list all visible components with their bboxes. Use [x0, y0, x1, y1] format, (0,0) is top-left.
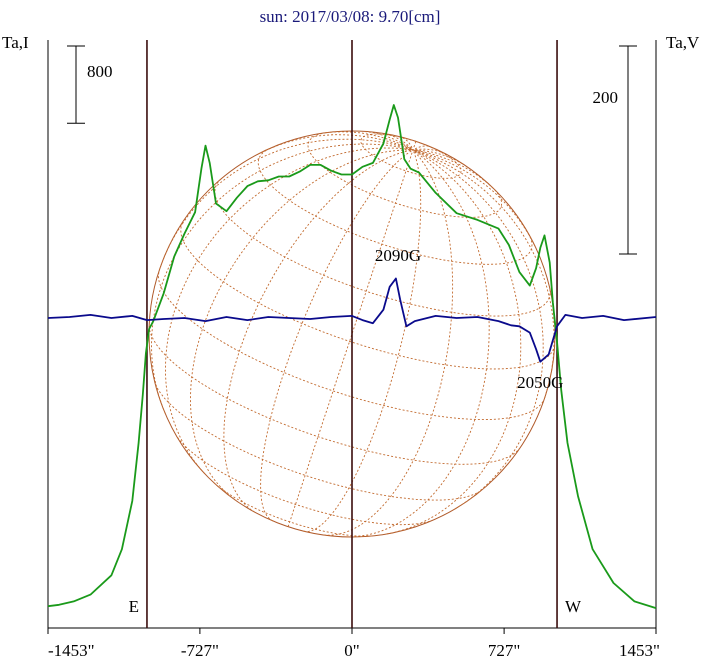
annotation-label: 2090G [375, 246, 421, 265]
longitude-line [412, 145, 429, 151]
east-limb-label: E [129, 597, 139, 616]
longitude-line [287, 149, 414, 527]
latitude-line [148, 326, 520, 465]
longitude-line [412, 148, 445, 154]
longitude-line [386, 149, 522, 535]
longitude-line [385, 133, 414, 151]
longitude-line [346, 149, 490, 538]
longitude-line [158, 138, 414, 271]
x-axis-ticks: -1453" -727" 0" 727" 1453" [47, 628, 660, 660]
series-line-intensity [47, 104, 657, 609]
longitude-line [364, 131, 414, 151]
series-layer [47, 104, 657, 609]
vertical-guide-lines [146, 40, 558, 628]
longitude-line [412, 149, 536, 246]
longitude-line [260, 149, 414, 522]
longitude-line [257, 134, 414, 155]
chart-title: sun: 2017/03/08: 9.70[cm] [260, 7, 441, 26]
longitude-line [151, 143, 414, 414]
x-tick-label: -727" [181, 641, 219, 660]
latitude-line [177, 437, 431, 526]
longitude-line [412, 141, 417, 151]
annotation-label: 2050G [517, 373, 563, 392]
longitude-line [412, 149, 555, 399]
scale-bar-label: 800 [87, 62, 113, 81]
longitude-line [412, 149, 544, 510]
west-limb-label: W [565, 597, 582, 616]
x-tick-label: 0" [344, 641, 359, 660]
left-axis-label: Ta,I [2, 33, 29, 52]
latitude-line [155, 384, 480, 501]
x-tick-label: -1453" [48, 641, 95, 660]
longitude-line [165, 147, 414, 475]
longitude-line [412, 149, 494, 189]
longitude-line [223, 149, 414, 513]
longitude-line [412, 149, 463, 165]
x-tick-label: 1453" [619, 641, 660, 660]
latitude-line [180, 222, 555, 370]
longitude-line [303, 149, 422, 532]
annotations: 2090G 2050G [375, 246, 564, 392]
longitude-line [323, 149, 454, 536]
solar-disk-grid [148, 130, 556, 538]
x-tick-label: 727" [488, 641, 520, 660]
longitude-line [326, 131, 414, 151]
scale-bar-label: 200 [593, 88, 619, 107]
longitude-line [190, 149, 413, 501]
scale-bars: 800 200 [67, 45, 637, 255]
latitude-line [157, 272, 545, 421]
right-axis-label: Ta,V [666, 33, 700, 52]
longitude-line [402, 137, 414, 151]
series-line-polarization [47, 277, 657, 363]
